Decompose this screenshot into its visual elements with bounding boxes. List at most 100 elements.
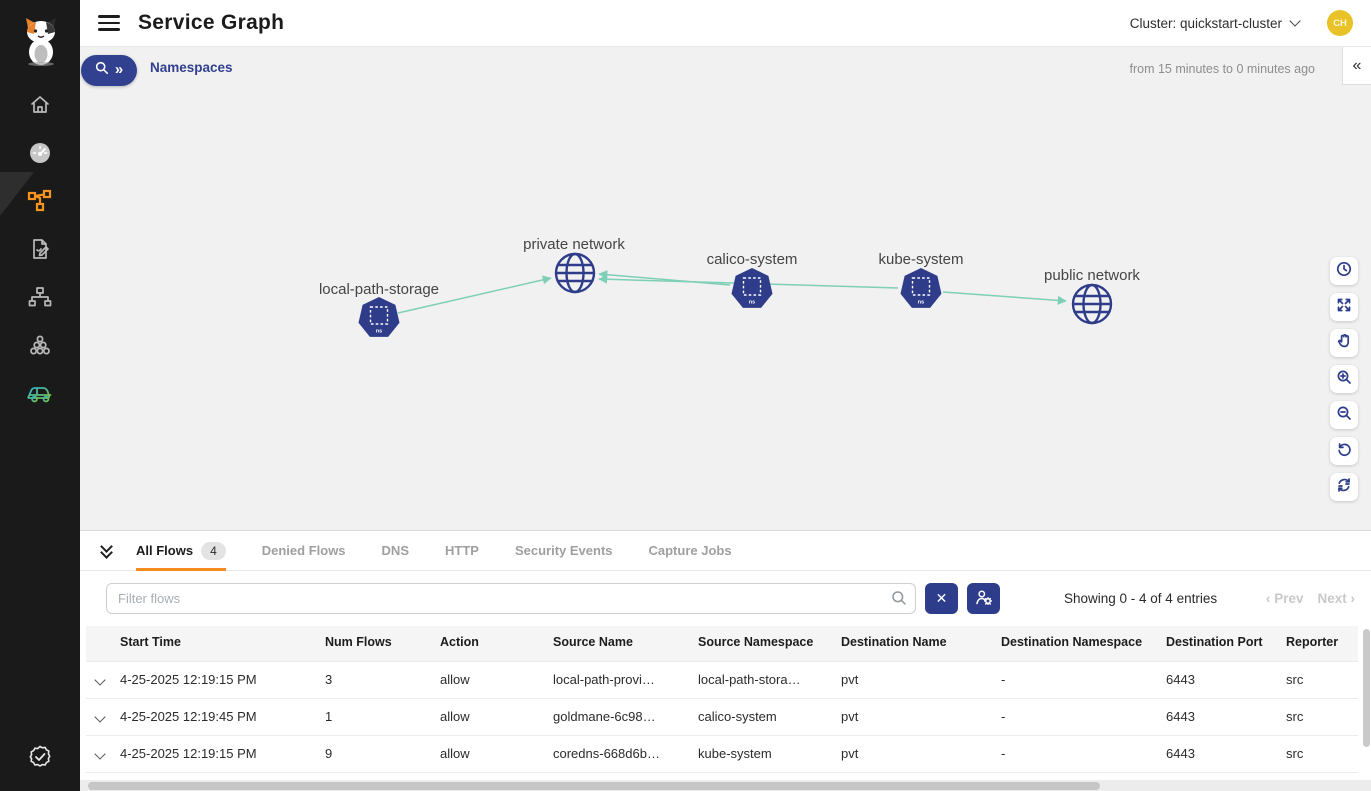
search-icon: [95, 61, 109, 80]
expand-row-icon[interactable]: [94, 711, 106, 723]
customize-columns-button[interactable]: [967, 583, 1000, 614]
graph-node-local-path-storage[interactable]: ns: [355, 294, 403, 342]
node-label: private network: [523, 236, 625, 253]
double-chevron-left-icon: «: [1352, 56, 1362, 74]
page-title: Service Graph: [138, 11, 285, 34]
showing-entries-label: Showing 0 - 4 of 4 entries: [1064, 591, 1218, 606]
svg-text:ns: ns: [749, 300, 755, 306]
tab-label: Capture Jobs: [648, 543, 732, 558]
sidebar-item-dashboard[interactable]: [0, 129, 80, 177]
breadcrumb-namespaces[interactable]: Namespaces: [150, 60, 233, 75]
zoom-in-button[interactable]: [1330, 365, 1358, 393]
next-button[interactable]: Next ›: [1317, 591, 1355, 606]
table-row[interactable]: 4-25-2025 12:19:45 PM 1 allow goldmane-6c9…: [86, 698, 1358, 736]
chevron-down-icon: [1289, 15, 1301, 27]
cluster-selector-label: Cluster: quickstart-cluster: [1129, 15, 1282, 31]
node-label: local-path-storage: [318, 281, 440, 298]
pager: ‹ Prev Next ›: [1266, 591, 1355, 606]
tab-label: Security Events: [514, 543, 613, 558]
graph-node-calico-system[interactable]: ns: [728, 265, 776, 313]
hand-icon: [1336, 333, 1352, 354]
namespace-icon: ns: [900, 268, 942, 308]
tab-capture-jobs[interactable]: Capture Jobs: [649, 531, 732, 571]
calico-logo[interactable]: [18, 14, 64, 66]
tab-http[interactable]: HTTP: [445, 531, 479, 571]
col-reporter: Reporter: [1282, 626, 1358, 662]
network-tree-icon: [28, 285, 52, 309]
sidebar-item-policies[interactable]: [0, 225, 80, 273]
cluster-circles-icon: [28, 333, 52, 357]
tab-denied-flows[interactable]: Denied Flows: [262, 531, 346, 571]
tab-label: DNS: [381, 543, 409, 558]
col-num-flows: Num Flows: [321, 626, 436, 662]
tab-label: All Flows: [136, 543, 194, 558]
undo-icon: [1336, 441, 1352, 462]
avatar[interactable]: CH: [1327, 10, 1353, 36]
flows-filter-row: ✕ Showing 0 - 4 of 4 entries ‹ Prev Next…: [80, 571, 1371, 626]
policy-document-icon: [28, 237, 52, 261]
graph-tools: [1330, 257, 1358, 501]
horizontal-scrollbar[interactable]: [80, 780, 1371, 791]
cluster-selector[interactable]: Cluster: quickstart-cluster: [1129, 15, 1301, 31]
zoom-in-icon: [1336, 369, 1352, 390]
time-settings-button[interactable]: [1330, 257, 1358, 285]
table-row[interactable]: 4-25-2025 12:19:15 PM 3 allow local-path-p…: [86, 661, 1358, 699]
col-destination-namespace: Destination Namespace: [997, 626, 1162, 662]
graph-node-private-network[interactable]: [551, 249, 599, 297]
refresh-button[interactable]: [1330, 473, 1358, 501]
node-label: kube-system: [878, 251, 964, 268]
sidebar-item-compliance[interactable]: [0, 744, 80, 775]
zoom-out-icon: [1336, 405, 1352, 426]
tab-label: Denied Flows: [261, 543, 346, 558]
sidebar-item-clusters[interactable]: [0, 321, 80, 369]
right-panel-collapse-button[interactable]: «: [1342, 47, 1371, 85]
collapse-panel-button[interactable]: [96, 539, 118, 562]
service-graph-icon: [27, 189, 53, 213]
pan-button[interactable]: [1330, 329, 1358, 357]
sidebar-item-service-graph[interactable]: [0, 177, 80, 225]
chevron-right-icon: ›: [1350, 591, 1356, 606]
prev-button[interactable]: ‹ Prev: [1265, 591, 1304, 606]
col-destination-name: Destination Name: [837, 626, 997, 662]
node-label: public network: [1044, 267, 1140, 284]
globe-icon: [554, 252, 596, 294]
tab-dns[interactable]: DNS: [382, 531, 409, 571]
flow-count-badge: 4: [201, 541, 226, 560]
table-header-row: Start Time Num Flows Action Source Name …: [86, 626, 1358, 662]
expand-row-icon[interactable]: [94, 748, 106, 760]
clear-filter-button[interactable]: ✕: [925, 583, 958, 614]
certified-badge-icon: [27, 744, 53, 775]
table-row[interactable]: 4-25-2025 12:19:15 PM 9 allow coredns-668d…: [86, 735, 1358, 773]
graph-search-button[interactable]: »: [81, 55, 137, 86]
vertical-scrollbar[interactable]: [1363, 629, 1370, 779]
zoom-out-button[interactable]: [1330, 401, 1358, 429]
time-range-label: from 15 minutes to 0 minutes ago: [1129, 62, 1315, 76]
sidebar-item-home[interactable]: [0, 81, 80, 129]
service-graph-canvas[interactable]: local-path-storage ns private network ca…: [80, 90, 1371, 530]
chevron-left-icon: ‹: [1265, 591, 1271, 606]
sidebar: [0, 0, 80, 791]
gauge-icon: [28, 141, 52, 165]
tab-all-flows[interactable]: All Flows 4: [136, 531, 226, 571]
col-action: Action: [436, 626, 549, 662]
graph-node-public-network[interactable]: [1068, 280, 1116, 328]
top-header: Service Graph Cluster: quickstart-cluste…: [80, 0, 1371, 47]
tab-security-events[interactable]: Security Events: [515, 531, 613, 571]
menu-icon[interactable]: [98, 15, 120, 31]
tab-label: HTTP: [445, 543, 479, 558]
sidebar-item-image-assurance[interactable]: [0, 369, 80, 417]
fit-screen-icon: [1336, 297, 1352, 318]
expand-row-icon[interactable]: [94, 674, 106, 686]
filter-flows-input[interactable]: [106, 583, 916, 614]
namespace-icon: ns: [358, 297, 400, 337]
node-label: calico-system: [706, 251, 798, 268]
undo-layout-button[interactable]: [1330, 437, 1358, 465]
sidebar-item-network[interactable]: [0, 273, 80, 321]
graph-toolbar: » Namespaces from 15 minutes to 0 minute…: [80, 47, 1371, 90]
clock-icon: [1336, 261, 1352, 282]
col-destination-port: Destination Port: [1162, 626, 1282, 662]
fit-screen-button[interactable]: [1330, 293, 1358, 321]
namespace-icon: ns: [731, 268, 773, 308]
close-icon: ✕: [935, 590, 948, 606]
graph-node-kube-system[interactable]: ns: [897, 265, 945, 313]
